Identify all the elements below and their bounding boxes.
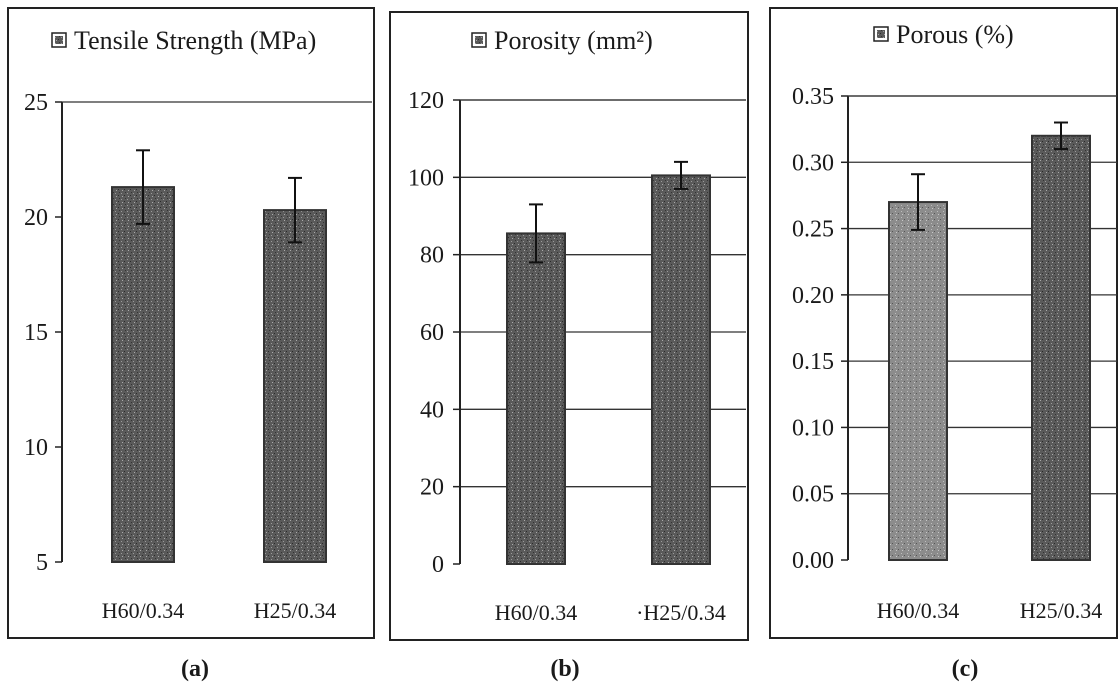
- category-label: H60/0.34: [877, 598, 960, 623]
- panel-b-plot: 0 20 40 60 80 100 120 H60/0.34 ·H25/0.34: [408, 88, 746, 625]
- category-label: H25/0.34: [254, 598, 337, 623]
- panel-b-caption: (b): [550, 656, 579, 682]
- y-tick-label: 120: [408, 88, 444, 114]
- y-tick-label: 80: [420, 243, 444, 269]
- bar: [263, 209, 327, 563]
- y-tick-label: 100: [408, 165, 444, 191]
- panel-b-legend: Porosity (mm²): [471, 26, 653, 55]
- panel-c-caption: (c): [952, 656, 979, 682]
- legend-swatch-fill-icon: [877, 30, 885, 38]
- panel-c-legend: Porous (%): [873, 20, 1014, 49]
- y-tick-label: 0.10: [792, 415, 834, 441]
- panel-c-legend-label: Porous (%): [896, 20, 1014, 49]
- panel-c-plot: 0.00 0.05 0.10 0.15 0.20 0.25 0.30 0.35 H60/0.34…: [792, 84, 1117, 623]
- panel-a-frame: [7, 7, 375, 639]
- y-tick-label: 0.05: [792, 482, 834, 508]
- category-label: H60/0.34: [102, 598, 185, 623]
- y-tick-label: 20: [420, 475, 444, 501]
- bar: [651, 174, 711, 565]
- y-tick-label: 0.35: [792, 84, 834, 110]
- panel-b: Porosity (mm²) 0 20 40 60 80 100 120 H60/0.34 ·H…: [389, 11, 749, 682]
- y-tick-label: 0.00: [792, 548, 834, 574]
- panel-c-frame: [769, 7, 1118, 639]
- legend-swatch-fill-icon: [55, 36, 63, 44]
- y-tick-label: 10: [24, 435, 48, 461]
- category-label: H25/0.34: [1020, 598, 1103, 623]
- category-label: H60/0.34: [495, 600, 578, 625]
- bar: [111, 186, 175, 563]
- panel-a: Tensile Strength (MPa) 5 10 15 20 25 H60/0.34…: [7, 7, 375, 682]
- y-tick-label: 20: [24, 205, 48, 231]
- y-tick-label: 0.25: [792, 217, 834, 243]
- y-tick-label: 40: [420, 397, 444, 423]
- panel-b-legend-label: Porosity (mm²): [494, 26, 653, 55]
- panel-b-frame: [389, 11, 749, 641]
- y-tick-label: 25: [24, 90, 48, 116]
- bar: [1031, 134, 1091, 561]
- panel-a-legend-label: Tensile Strength (MPa): [74, 26, 316, 55]
- legend-swatch-fill-icon: [475, 36, 483, 44]
- panel-a-legend: Tensile Strength (MPa): [51, 26, 316, 55]
- panel-c: Porous (%) 0.000.050.100.150.200.250.300…: [769, 7, 1118, 682]
- y-tick-label: 0.15: [792, 349, 834, 375]
- y-tick-label: 15: [24, 320, 48, 346]
- bar: [506, 232, 566, 565]
- panel-a-plot: 5 10 15 20 25 H60/0.34 H25/0.34: [24, 90, 372, 623]
- y-tick-label: 0.30: [792, 150, 834, 176]
- y-tick-label: 0.20: [792, 283, 834, 309]
- bar: [888, 201, 948, 562]
- y-tick-label: 5: [36, 550, 48, 576]
- y-tick-label: 0: [432, 552, 444, 578]
- category-label: ·H25/0.34: [636, 600, 726, 625]
- panel-a-caption: (a): [181, 656, 209, 682]
- y-tick-label: 60: [420, 320, 444, 346]
